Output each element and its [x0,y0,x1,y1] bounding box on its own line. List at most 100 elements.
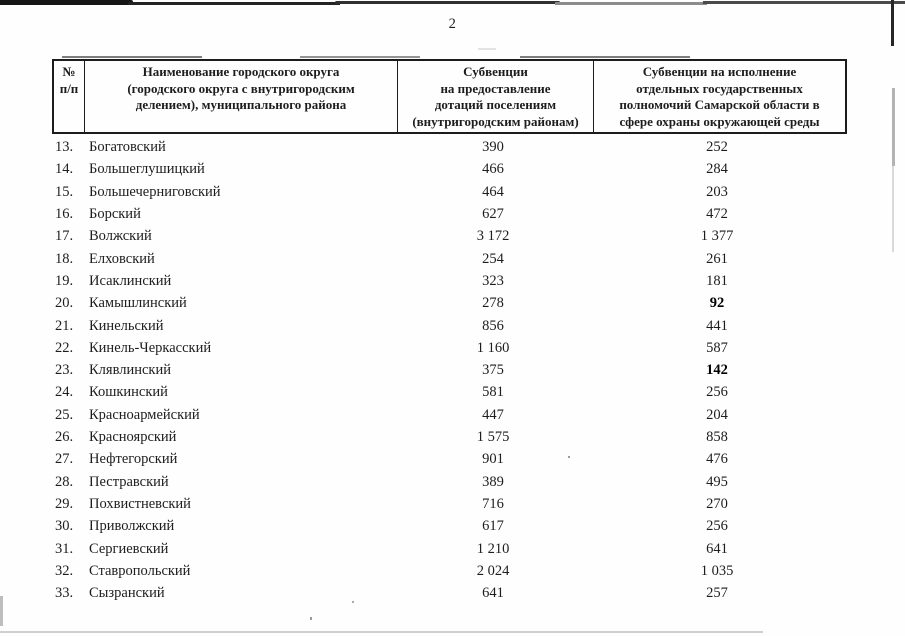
subvention-grants-value: 447 [482,406,504,423]
subvention-grants-value: 254 [482,250,504,267]
scan-artifact-left-speck [0,596,3,626]
district-name: Богатовский [89,139,166,155]
district-name: Большеглушицкий [89,161,205,178]
row-number: 32. [55,562,74,579]
subvention-environment-value: 1 377 [700,228,734,245]
subvention-grants-value: 389 [482,473,504,490]
subvention-environment-value: 256 [706,518,728,535]
district-name: Сергиевский [89,540,169,557]
header-col-number: № п/п [59,64,79,96]
row-number: 17. [55,228,74,245]
row-number: 25. [55,406,74,423]
district-name: Волжский [89,228,152,245]
row-number: 19. [55,272,74,289]
subvention-environment-value: 858 [706,429,728,446]
district-name: Ставропольский [89,562,191,579]
scan-artifact-header-line [520,56,690,58]
row-number: 13. [55,139,74,155]
subvention-environment-value: 257 [706,585,728,602]
subvention-environment-value: 92 [709,295,725,312]
subvention-environment-value: 441 [706,317,728,334]
district-name: Пестравский [89,473,169,490]
table-row: 14. Большеглушицкий 466 284 [52,158,847,180]
table-row: 23. Клявлинский 375 142 [52,359,847,381]
scan-artifact-top-band [128,2,340,5]
row-number: 20. [55,295,74,312]
subvention-grants-value: 278 [482,295,504,312]
row-number: 28. [55,473,74,490]
subvention-grants-value: 641 [482,585,504,602]
scan-artifact-smudge [478,48,496,50]
district-name: Камышлинский [89,295,187,312]
table-row: 16. Борский 627 472 [52,203,847,225]
subvention-environment-value: 476 [706,451,728,468]
district-name: Исаклинский [89,272,172,289]
subvention-grants-value: 323 [482,272,504,289]
subvention-grants-value: 856 [482,317,504,334]
table-row: 28. Пестравский 389 495 [52,471,847,493]
subvention-grants-value: 375 [482,362,504,379]
table-row: 30. Приволжский 617 256 [52,515,847,537]
row-number: 30. [55,518,74,535]
row-number: 22. [55,339,74,356]
subvention-environment-value: 495 [706,473,728,490]
district-name: Кошкинский [89,384,168,401]
table-row: 32. Ставропольский 2 024 1 035 [52,560,847,582]
table-row: 22. Кинель-Черкасский 1 160 587 [52,337,847,359]
scan-artifact-top-band [703,1,905,4]
row-number: 33. [55,585,74,602]
subvention-environment-value: 261 [706,250,728,267]
header-col-district-name: Наименование городского округа (городско… [84,61,397,132]
scan-artifact-right-line [892,88,895,166]
subvention-grants-value: 3 172 [476,228,510,245]
subvention-grants-value: 1 575 [476,429,510,446]
scan-artifact-top-band [0,0,133,5]
row-number: 31. [55,540,74,557]
subvention-environment-value: 181 [706,272,728,289]
district-name: Красноярский [89,429,177,446]
subvention-grants-value: 464 [482,183,504,200]
district-name: Приволжский [89,518,175,535]
table-row: 19. Исаклинский 323 181 [52,270,847,292]
district-name: Клявлинский [89,362,171,379]
district-name: Нефтегорский [89,451,178,468]
table-row: 26. Красноярский 1 575 858 [52,426,847,448]
subvention-environment-value: 256 [706,384,728,401]
row-number: 26. [55,429,74,446]
district-name: Кинель-Черкасский [89,339,212,356]
subvention-grants-value: 627 [482,205,504,222]
subvention-grants-value: 1 160 [476,339,510,356]
subvention-environment-value: 641 [706,540,728,557]
subvention-grants-value: 466 [482,161,504,178]
subvention-grants-value: 716 [482,496,504,512]
subventions-table: № п/п Наименование городского округа (го… [52,59,847,605]
subvention-grants-value: 581 [482,384,504,401]
table-row: 29. Похвистневский 716 270 [52,493,847,515]
district-name: Похвистневский [89,496,191,512]
scan-artifact-header-line [300,56,420,58]
row-number: 23. [55,362,74,379]
table-row: 15. Большечерниговский 464 203 [52,181,847,203]
row-number: 18. [55,250,74,267]
district-name: Кинельский [89,317,164,334]
table-row: 25. Красноармейский 447 204 [52,404,847,426]
subvention-environment-value: 203 [706,183,728,200]
scan-artifact-dot [310,617,312,620]
header-col-subventions-environment: Субвенции на исполнение отдельных госуда… [593,61,845,132]
district-name: Сызранский [89,585,165,602]
subvention-environment-value: 587 [706,339,728,356]
table-row: 20. Камышлинский 278 92 [52,292,847,314]
district-name: Большечерниговский [89,183,221,200]
district-name: Елховский [89,250,155,267]
scan-artifact-top-band [335,1,560,4]
subvention-environment-value: 1 035 [700,562,734,579]
scan-artifact-bottom-line [0,631,763,633]
row-number: 24. [55,384,74,401]
subvention-grants-value: 901 [482,451,504,468]
subvention-environment-value: 472 [706,205,728,222]
row-number: 15. [55,183,74,200]
subvention-environment-value: 204 [706,406,728,423]
table-row: 18. Елховский 254 261 [52,248,847,270]
table-row: 24. Кошкинский 581 256 [52,381,847,403]
